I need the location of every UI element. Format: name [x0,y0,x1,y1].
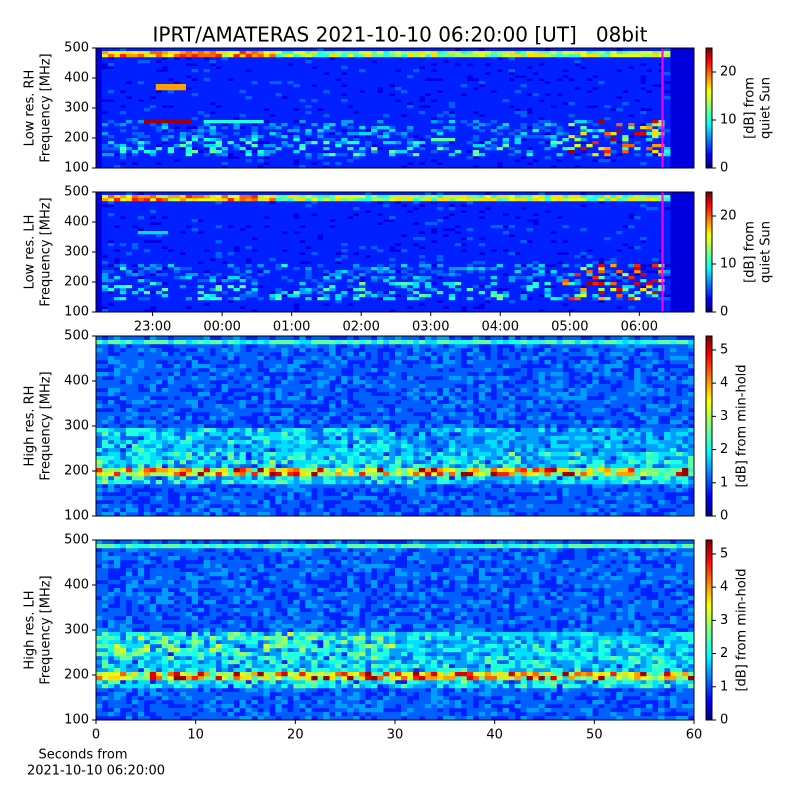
x-tick-label: 10 [187,728,204,743]
spectrogram [101,192,671,313]
y-tick-label: 100 [64,305,89,320]
colorbar [705,539,713,721]
colorbar [705,191,713,313]
colorbar-label: [dB] from min-hold [735,364,750,487]
y-axis-label: Low res. RH [23,70,38,147]
x-axis-label: Seconds from [38,748,127,763]
spectrogram [586,282,593,286]
x-tick-label: 40 [486,728,503,743]
colorbar-tick-label: 0 [720,305,728,320]
spectrogram [96,540,695,721]
spectrogram [96,468,635,477]
colorbar-tick-label: 0 [720,713,728,728]
colorbar [705,47,713,169]
y-tick-label: 200 [64,131,89,146]
spectrogram [101,468,647,477]
colorbar [705,335,713,517]
y-tick-label: 100 [64,509,89,524]
figure-title: IPRT/AMATERAS 2021-10-10 06:20:00 [UT] 0… [153,23,648,47]
x-tick-label: 02:00 [342,320,379,335]
x-axis-label: 2021-10-10 06:20:00 [27,764,165,779]
spectrogram [143,468,635,477]
colorbar-tick-label: 20 [720,209,737,224]
y-tick-label: 200 [64,668,89,683]
spectrogram [96,632,689,685]
x-tick-label: 06:00 [621,320,658,335]
y-axis-label: High res. RH [23,386,38,467]
colorbar-label: quiet Sun [759,221,774,283]
y-tick-label: 500 [64,41,89,56]
colorbar-tick-label: 0 [720,161,728,176]
colorbar-label: [dB] from [743,221,758,283]
y-tick-label: 300 [64,245,89,260]
spectrogram [96,336,695,517]
spectrogram [197,468,689,477]
x-tick-label: 05:00 [551,320,588,335]
colorbar-tick-label: 5 [720,342,728,357]
colorbar-tick-label: 20 [720,65,737,80]
colorbar-tick-label: 3 [720,613,728,628]
colorbar-tick-label: 0 [720,509,728,524]
x-tick-label: 23:00 [134,320,171,335]
x-tick-label: 03:00 [412,320,449,335]
x-tick-label: 0 [92,728,100,743]
colorbar-tick-label: 2 [720,442,728,457]
y-tick-label: 400 [64,215,89,230]
y-tick-label: 100 [64,161,89,176]
y-tick-label: 400 [64,578,89,593]
colorbar-tick-label: 10 [720,257,737,272]
y-axis-label: High res. LH [23,590,38,669]
colorbar-tick-label: 4 [720,580,728,595]
colorbar-label: quiet Sun [759,77,774,139]
spectrogram [107,120,671,157]
spectrogram [96,336,695,517]
x-tick-label: 04:00 [482,320,519,335]
spectrogram [149,672,671,681]
y-tick-label: 500 [64,185,89,200]
colorbar-tick-label: 1 [720,679,728,694]
colorbar-tick-label: 2 [720,646,728,661]
y-tick-label: 300 [64,101,89,116]
x-tick-label: 30 [387,728,404,743]
x-tick-label: 00:00 [203,320,240,335]
spectrogram [598,264,659,295]
y-tick-label: 500 [64,329,89,344]
colorbar-tick-label: 3 [720,409,728,424]
x-tick-label: 20 [287,728,304,743]
colorbar-label: [dB] from [743,77,758,139]
x-tick-label: 01:00 [273,320,310,335]
colorbar-label: [dB] from min-hold [735,568,750,691]
y-tick-label: 500 [64,533,89,548]
x-tick-label: 60 [686,728,703,743]
y-tick-label: 300 [64,419,89,434]
spectrogram [143,468,587,477]
y-tick-label: 100 [64,713,89,728]
y-axis-label: Frequency [MHz] [39,197,54,306]
spectrogram [580,120,659,151]
spectrogram [119,51,671,157]
colorbar-tick-label: 5 [720,546,728,561]
colorbar-tick-label: 10 [720,113,737,128]
spectrogram [101,264,671,301]
y-tick-label: 200 [64,275,89,290]
y-tick-label: 400 [64,71,89,86]
spectrogram [173,672,695,681]
x-tick-label: 50 [586,728,603,743]
spectrogram [101,632,665,681]
spectrogram [101,48,671,169]
colorbar-tick-label: 4 [720,376,728,391]
y-axis-label: Frequency [MHz] [39,53,54,162]
y-axis-label: Frequency [MHz] [39,575,54,684]
spectrogram [107,672,677,681]
y-tick-label: 200 [64,464,89,479]
y-tick-label: 300 [64,623,89,638]
colorbar-tick-label: 1 [720,475,728,490]
spectrogram [96,340,695,485]
y-tick-label: 400 [64,374,89,389]
y-axis-label: Frequency [MHz] [39,371,54,480]
spectrogram [96,672,593,681]
y-axis-label: Low res. LH [23,215,38,290]
